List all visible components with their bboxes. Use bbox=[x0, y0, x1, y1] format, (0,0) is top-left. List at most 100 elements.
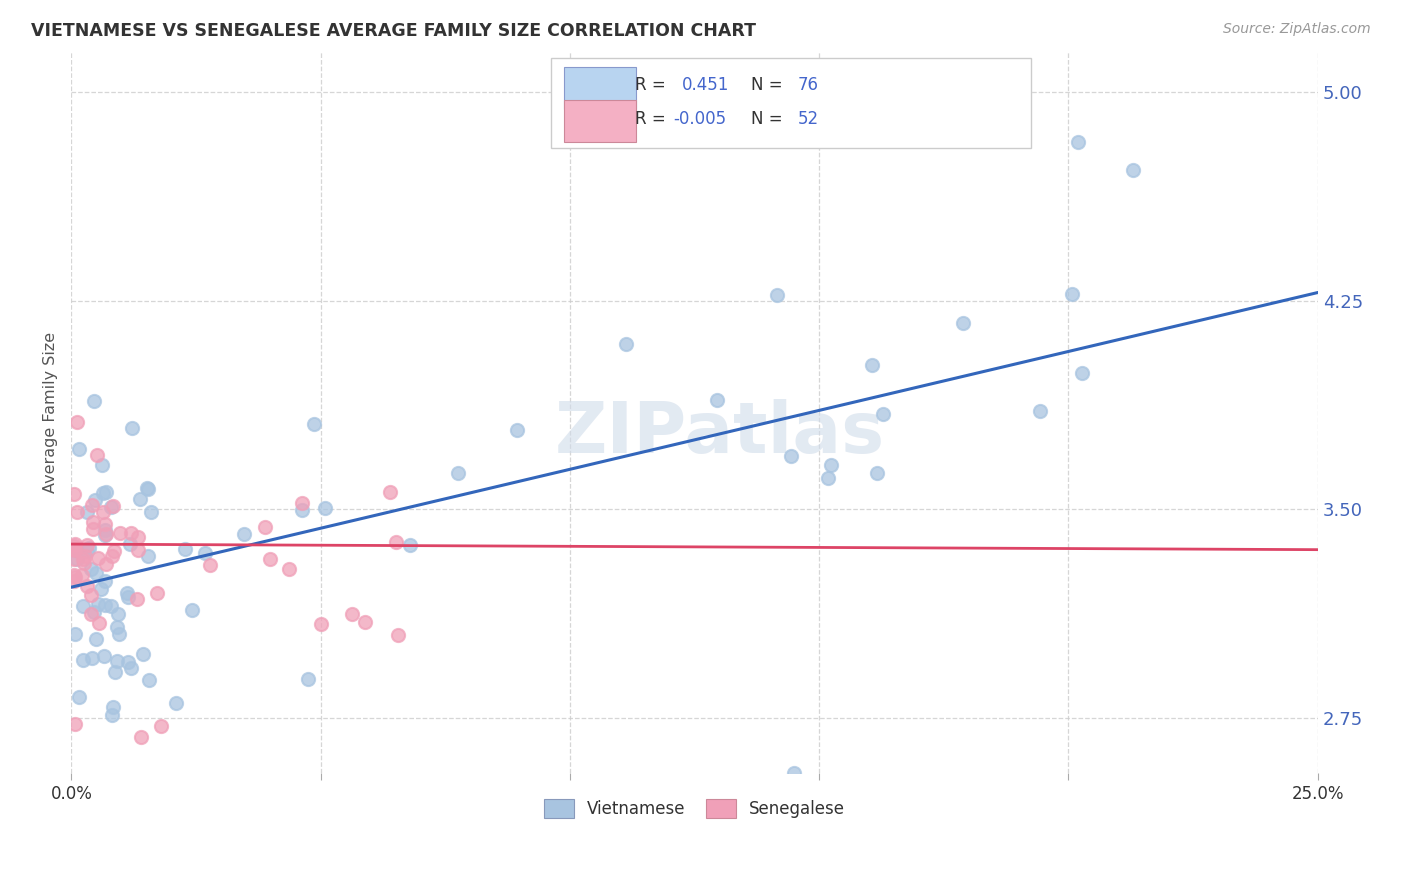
Point bbox=[62, 574, 84, 589]
Point bbox=[232, 527, 254, 541]
Point bbox=[63, 537, 86, 551]
Point bbox=[136, 482, 159, 496]
Point bbox=[82, 522, 104, 536]
Point bbox=[83, 605, 105, 619]
Point bbox=[354, 615, 377, 629]
Point bbox=[118, 537, 141, 551]
Point bbox=[311, 617, 333, 632]
Point bbox=[67, 690, 90, 704]
Point bbox=[129, 491, 152, 506]
Point bbox=[94, 516, 117, 531]
Point bbox=[80, 561, 103, 575]
Point bbox=[76, 580, 98, 594]
Text: 0.451: 0.451 bbox=[682, 77, 730, 95]
Point bbox=[73, 556, 96, 570]
Point bbox=[62, 567, 84, 582]
Point bbox=[93, 523, 115, 537]
Point bbox=[100, 500, 122, 515]
Text: N =: N = bbox=[751, 77, 787, 95]
Point bbox=[110, 526, 132, 541]
Point bbox=[93, 574, 115, 588]
Point bbox=[93, 648, 115, 663]
Point bbox=[150, 719, 173, 733]
FancyBboxPatch shape bbox=[551, 58, 1031, 148]
Point bbox=[1070, 366, 1092, 380]
FancyBboxPatch shape bbox=[564, 100, 636, 142]
Point bbox=[105, 620, 128, 634]
Point bbox=[194, 546, 217, 560]
Point bbox=[86, 566, 108, 580]
Point bbox=[94, 527, 117, 541]
Point bbox=[63, 543, 86, 558]
Point bbox=[94, 557, 117, 571]
Point bbox=[817, 470, 839, 484]
Point bbox=[136, 549, 159, 564]
Point bbox=[120, 526, 142, 541]
Point bbox=[87, 550, 110, 565]
Point bbox=[165, 696, 187, 710]
Point bbox=[115, 586, 138, 600]
Point bbox=[72, 653, 94, 667]
Point bbox=[62, 552, 84, 566]
Text: Source: ZipAtlas.com: Source: ZipAtlas.com bbox=[1223, 22, 1371, 37]
Point bbox=[291, 496, 314, 510]
Point bbox=[398, 538, 420, 552]
Point bbox=[86, 448, 108, 462]
Point bbox=[80, 588, 103, 602]
Point bbox=[253, 520, 276, 534]
Point bbox=[1067, 136, 1090, 150]
Point bbox=[198, 558, 221, 572]
Point bbox=[76, 544, 98, 558]
Point bbox=[121, 421, 143, 435]
Point bbox=[1029, 404, 1052, 418]
Point bbox=[108, 626, 131, 640]
Point bbox=[872, 407, 894, 421]
Text: ZIPatlas: ZIPatlas bbox=[554, 400, 884, 468]
Point bbox=[80, 607, 103, 621]
Point bbox=[291, 503, 314, 517]
Point bbox=[173, 541, 195, 556]
Point bbox=[72, 599, 94, 614]
Point bbox=[447, 467, 470, 481]
Point bbox=[120, 661, 142, 675]
Point bbox=[706, 392, 728, 407]
Point bbox=[860, 358, 883, 372]
Point bbox=[259, 551, 281, 566]
Point bbox=[63, 570, 86, 584]
Point bbox=[90, 458, 112, 472]
Text: R =: R = bbox=[634, 77, 671, 95]
Point bbox=[952, 317, 974, 331]
Point bbox=[820, 458, 842, 472]
Point bbox=[82, 516, 104, 530]
Point bbox=[63, 627, 86, 641]
Point bbox=[87, 615, 110, 630]
Point bbox=[86, 632, 108, 647]
Point bbox=[62, 539, 84, 553]
Point bbox=[105, 654, 128, 668]
Point bbox=[302, 417, 325, 432]
Point bbox=[141, 505, 163, 519]
Point bbox=[101, 708, 124, 723]
Point bbox=[91, 505, 114, 519]
Point bbox=[100, 599, 122, 613]
Point bbox=[180, 603, 202, 617]
Point bbox=[90, 582, 112, 596]
Point bbox=[138, 673, 160, 688]
Text: 76: 76 bbox=[799, 77, 820, 95]
Point bbox=[107, 607, 129, 622]
FancyBboxPatch shape bbox=[564, 67, 636, 109]
Point bbox=[75, 549, 97, 564]
Point bbox=[908, 786, 931, 800]
Point bbox=[80, 498, 103, 512]
Point bbox=[783, 766, 806, 780]
Point bbox=[387, 627, 409, 641]
Point bbox=[72, 552, 94, 566]
Point bbox=[127, 531, 149, 545]
Point bbox=[63, 716, 86, 731]
Point bbox=[83, 492, 105, 507]
Point bbox=[129, 731, 152, 745]
Point bbox=[76, 537, 98, 551]
Point bbox=[138, 482, 160, 496]
Point bbox=[779, 450, 801, 464]
Point bbox=[101, 549, 124, 563]
